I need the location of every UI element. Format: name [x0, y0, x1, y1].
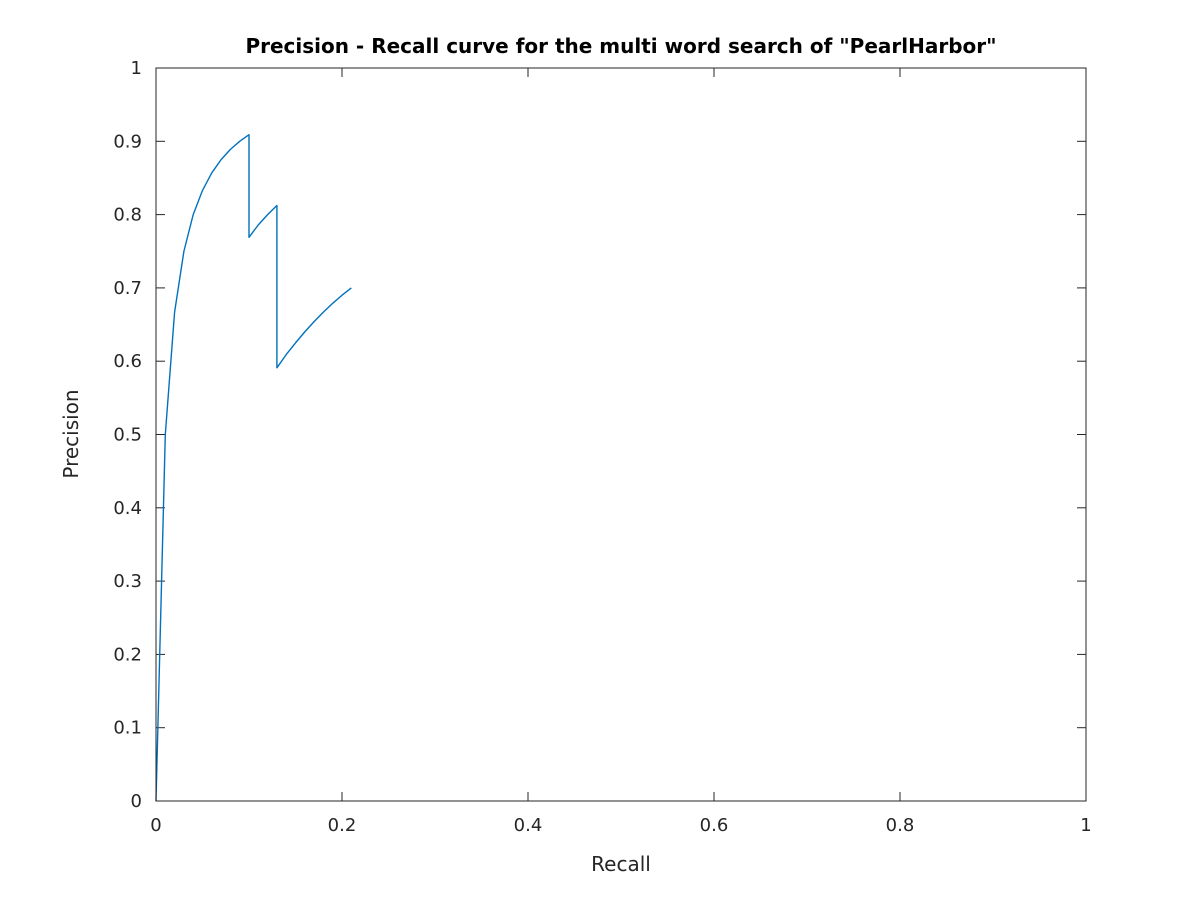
y-tick-label: 0.6 [113, 351, 142, 372]
y-tick-label: 0.8 [113, 205, 142, 226]
x-tick-label: 0.2 [328, 815, 357, 836]
ticks-layer: 0 0.2 0.4 0.6 0.8 1 0 0.1 0.2 0.3 0.4 0.5 0.6 0.7 0.8 0… [113, 58, 1091, 836]
axes-box [155, 67, 1087, 802]
x-tick-label: 0.4 [514, 815, 543, 836]
series-layer [155, 133, 352, 802]
y-tick-label: 0.1 [113, 718, 142, 739]
y-tick-label: 1 [131, 58, 142, 79]
y-tick-label: 0.4 [113, 498, 142, 519]
x-tick-label: 1 [1080, 815, 1091, 836]
y-tick-label: 0.5 [113, 425, 142, 446]
plot-area [156, 68, 1086, 801]
x-axis-label: Recall [591, 852, 651, 876]
x-tick-label: 0.8 [886, 815, 915, 836]
y-tick-label: 0.2 [113, 644, 142, 665]
x-tick-label: 0.6 [700, 815, 729, 836]
series-line-0 [155, 133, 352, 802]
x-tick-label: 0 [150, 815, 161, 836]
y-tick-label: 0.7 [113, 278, 142, 299]
y-tick-label: 0 [131, 791, 142, 812]
chart-title: Precision - Recall curve for the multi w… [245, 34, 996, 58]
y-axis-label: Precision [59, 389, 83, 478]
y-tick-label: 0.3 [113, 571, 142, 592]
y-tick-label: 0.9 [113, 131, 142, 152]
